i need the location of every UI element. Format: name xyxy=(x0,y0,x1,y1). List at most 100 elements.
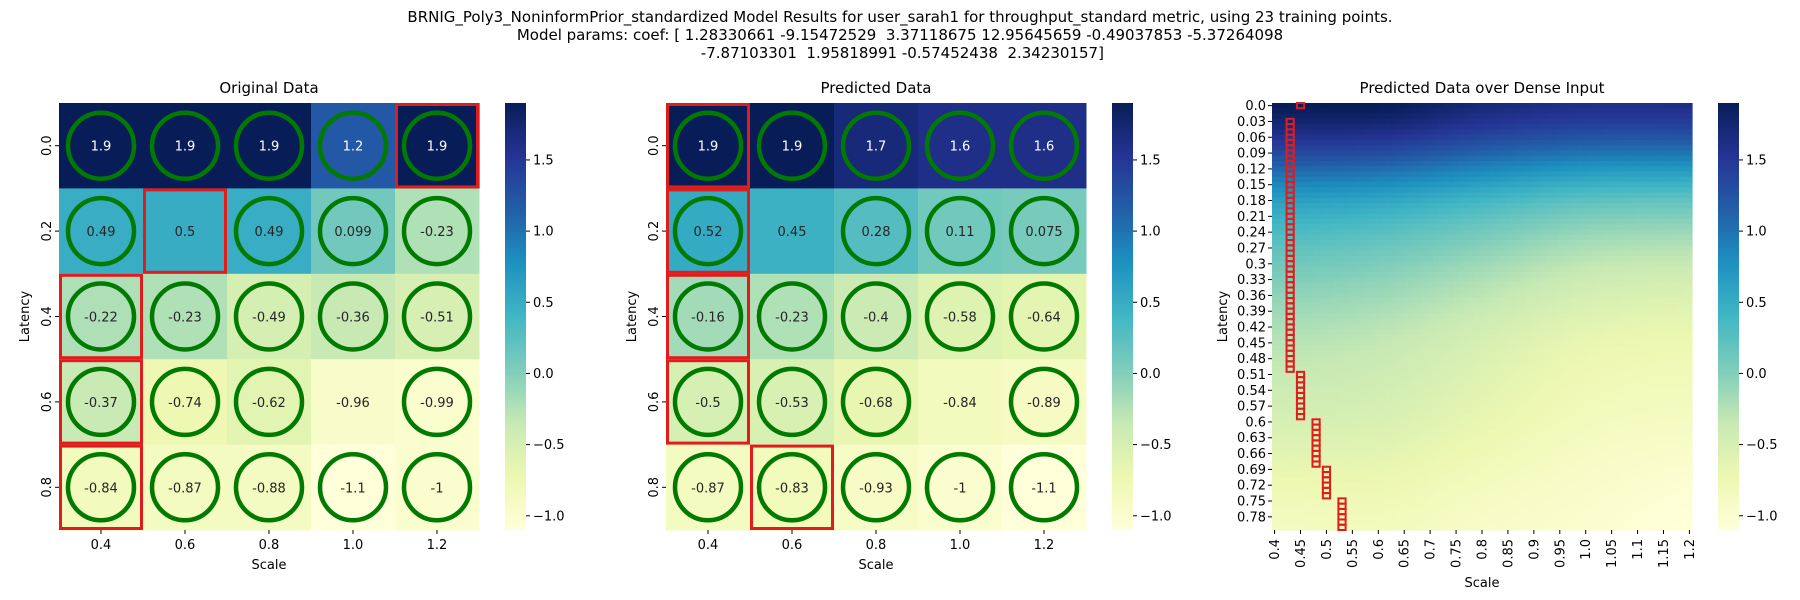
dense-heatmap-cell xyxy=(1282,387,1289,394)
dense-heatmap-cell xyxy=(1546,271,1553,278)
dense-heatmap-cell xyxy=(1370,271,1377,278)
dense-heatmap-cell xyxy=(1448,313,1455,320)
dense-heatmap-cell xyxy=(1406,113,1413,120)
dense-heatmap-cell xyxy=(1583,124,1589,130)
dense-heatmap-cell xyxy=(1541,145,1548,152)
dense-heatmap-cell xyxy=(1469,392,1475,399)
highlight-box xyxy=(666,188,750,274)
dense-heatmap-cell xyxy=(1443,377,1449,383)
dense-heatmap-cell xyxy=(1360,171,1366,178)
dense-heatmap-cell xyxy=(1583,313,1589,320)
dense-heatmap-cell xyxy=(1313,408,1320,415)
cell-value-label: -0.51 xyxy=(420,311,454,326)
dense-heatmap-cell xyxy=(1443,398,1449,405)
dense-heatmap-cell xyxy=(1666,298,1672,304)
dense-heatmap-cell xyxy=(1479,250,1486,257)
dense-heatmap-cell xyxy=(1422,408,1429,415)
dense-heatmap-cell xyxy=(1541,303,1548,310)
dense-heatmap-cell xyxy=(1417,124,1423,130)
dense-heatmap-cell xyxy=(1681,276,1688,283)
dense-heatmap-cell xyxy=(1308,398,1315,405)
dense-heatmap-cell xyxy=(1624,150,1631,157)
dense-heatmap-cell xyxy=(1510,287,1517,294)
dense-heatmap-cell xyxy=(1614,203,1621,210)
dense-heatmap-cell xyxy=(1308,103,1315,109)
dense-heatmap-cell xyxy=(1380,224,1387,231)
dense-heatmap-cell xyxy=(1655,240,1662,246)
dense-heatmap-cell xyxy=(1412,176,1418,183)
dense-heatmap-cell xyxy=(1619,229,1626,236)
dense-heatmap-cell xyxy=(1650,118,1657,125)
dense-heatmap-cell xyxy=(1588,361,1595,368)
dense-heatmap-cell xyxy=(1386,319,1392,326)
dense-heatmap-cell xyxy=(1303,197,1309,204)
dense-heatmap-cell xyxy=(1474,229,1481,236)
dense-heatmap-cell xyxy=(1469,197,1475,204)
heatmap-cell xyxy=(59,188,144,275)
dense-heatmap-cell xyxy=(1660,229,1667,236)
dense-heatmap-cell xyxy=(1676,203,1683,210)
dense-heatmap-cell xyxy=(1422,361,1429,368)
dense-heatmap-cell xyxy=(1484,382,1491,389)
dense-heatmap-cell xyxy=(1272,377,1278,383)
dense-heatmap-cell xyxy=(1412,313,1418,320)
dense-heatmap-cell xyxy=(1650,371,1657,378)
dense-heatmap-cell xyxy=(1344,366,1351,373)
dense-heatmap-cell xyxy=(1541,340,1548,347)
dense-heatmap-cell xyxy=(1323,155,1330,162)
dense-heatmap-cell xyxy=(1484,403,1491,410)
dense-heatmap-cell xyxy=(1458,234,1465,241)
dense-heatmap-cell xyxy=(1437,245,1444,252)
dense-heatmap-cell xyxy=(1386,108,1392,115)
dense-heatmap-cell xyxy=(1437,334,1444,341)
dense-heatmap-cell xyxy=(1583,203,1589,210)
dense-heatmap-cell xyxy=(1515,377,1522,383)
dense-heatmap-cell xyxy=(1546,340,1553,347)
dense-heatmap-cell xyxy=(1463,171,1470,178)
dense-heatmap-cell xyxy=(1297,176,1304,183)
dense-heatmap-cell xyxy=(1546,350,1553,357)
dense-heatmap-cell xyxy=(1609,361,1615,368)
dense-heatmap-cell xyxy=(1567,271,1574,278)
dense-heatmap-cell xyxy=(1671,139,1678,146)
dense-heatmap-cell xyxy=(1323,176,1330,183)
dense-heatmap-cell xyxy=(1406,134,1413,141)
dense-heatmap-cell xyxy=(1629,361,1636,368)
dense-heatmap-cell xyxy=(1572,197,1579,204)
dense-heatmap-cell xyxy=(1552,213,1558,220)
dense-heatmap-cell xyxy=(1552,345,1558,352)
dense-heatmap-cell xyxy=(1494,361,1501,368)
dense-heatmap-cell xyxy=(1609,403,1615,410)
dense-heatmap-cell xyxy=(1329,160,1335,167)
dense-heatmap-cell xyxy=(1583,150,1589,157)
dense-heatmap-cell xyxy=(1437,345,1444,352)
dense-heatmap-cell xyxy=(1354,345,1361,352)
dense-heatmap-cell xyxy=(1505,118,1512,125)
dense-heatmap-cell xyxy=(1650,382,1657,389)
dense-heatmap-cell xyxy=(1282,113,1289,120)
dense-heatmap-cell xyxy=(1567,319,1574,326)
dense-heatmap-cell xyxy=(1598,287,1605,294)
dense-heatmap-cell xyxy=(1572,313,1579,320)
dense-heatmap-cell xyxy=(1344,398,1351,405)
dense-heatmap-cell xyxy=(1634,303,1641,310)
dense-heatmap-cell xyxy=(1474,224,1481,231)
dense-heatmap-cell xyxy=(1422,234,1429,241)
dense-heatmap-cell xyxy=(1308,392,1315,399)
dense-heatmap-cell xyxy=(1526,124,1532,130)
dense-heatmap-cell xyxy=(1541,171,1548,178)
dense-heatmap-cell xyxy=(1619,308,1626,315)
dense-heatmap-cell xyxy=(1432,113,1439,120)
dense-heatmap-cell xyxy=(1386,155,1392,162)
dense-heatmap-cell xyxy=(1344,240,1351,246)
dense-heatmap-cell xyxy=(1463,213,1470,220)
dense-heatmap-cell xyxy=(1329,292,1335,299)
dense-heatmap-cell xyxy=(1396,377,1403,383)
dense-heatmap-cell xyxy=(1484,298,1491,304)
dense-heatmap-cell xyxy=(1437,113,1444,120)
dense-heatmap-cell xyxy=(1577,160,1584,167)
dense-heatmap-cell xyxy=(1354,324,1361,331)
dense-heatmap-cell xyxy=(1463,250,1470,257)
dense-heatmap-cell xyxy=(1474,292,1481,299)
dense-heatmap-cell xyxy=(1598,308,1605,315)
